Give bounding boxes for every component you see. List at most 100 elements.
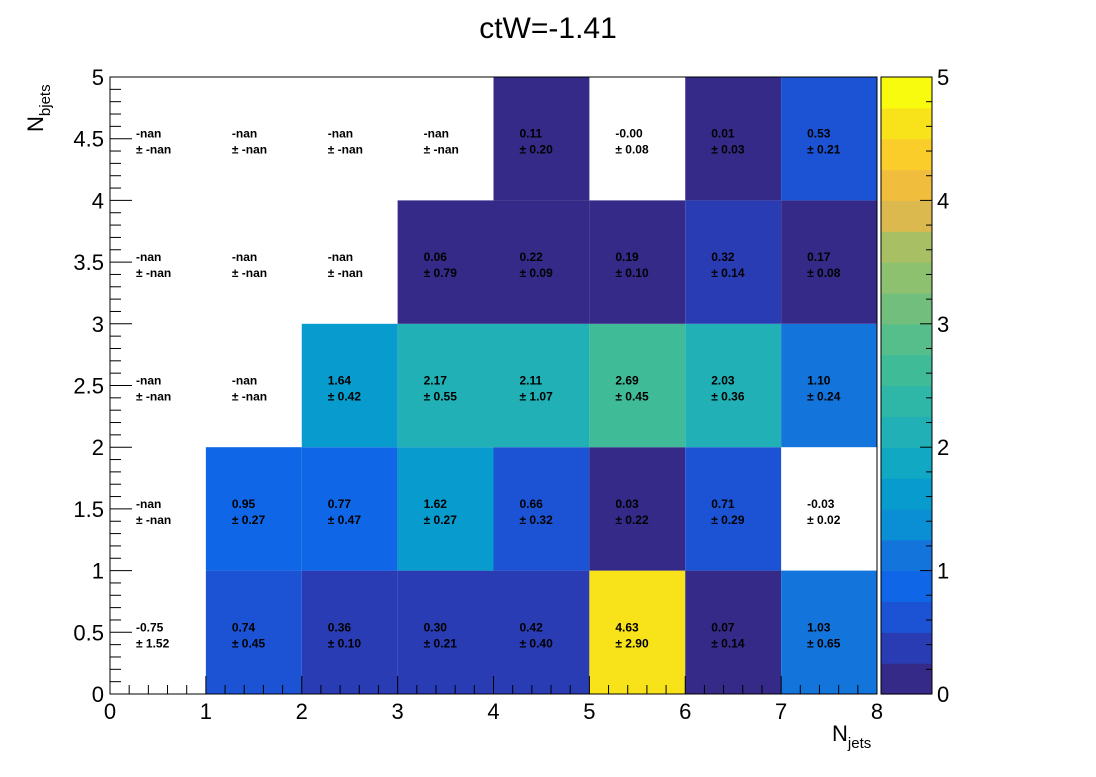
cell-value-label: 1.03 [807,620,831,634]
cell-labels: -0.75 ± 1.52 0.74 ± 0.45 0.36 ± 0.10 0.30 ± 0.2… [136,127,841,651]
y-axis: 0 0.5 1 1.5 2 2.5 3 3.5 4 4.5 5 [73,65,132,707]
cell-error-label: ± 0.40 [520,636,554,650]
colorbar-band [881,601,932,633]
colorbar-tick-label: 5 [937,65,949,90]
heatmap-cell [205,570,302,694]
cell-error-label: ± -nan [232,266,267,280]
cell-error-label: ± 0.02 [807,513,841,527]
x-tick-label: 2 [296,699,308,724]
x-tick-label: 0 [104,699,116,724]
colorbar-band [881,292,932,325]
colorbar-band [881,323,932,356]
cell-error-label: ± 0.55 [424,390,458,404]
cell-error-label: ± 1.07 [520,390,554,404]
y-tick-label: 2 [92,435,104,460]
cell-value-label: 0.42 [520,620,544,634]
cell-error-label: ± -nan [136,266,171,280]
cell-error-label: ± 0.03 [711,143,745,157]
cell-value-label: 0.06 [424,250,448,264]
colorbar-band [881,663,932,695]
x-axis: 0 1 2 3 4 5 6 7 8 [104,676,883,724]
cell-value-label: 2.69 [615,374,639,388]
cell-error-label: ± 0.21 [424,636,458,650]
heatmap-cell [397,200,494,324]
cell-error-label: ± 0.24 [807,390,841,404]
x-axis-label-sub: jets [847,735,871,752]
cell-error-label: ± 0.29 [711,513,745,527]
cell-error-label: ± 0.10 [615,266,649,280]
x-tick-label: 1 [200,699,212,724]
heatmap-cell [685,323,782,448]
cell-value-label: 0.95 [232,497,256,511]
cell-value-label: 0.66 [520,497,544,511]
cell-error-label: ± 0.32 [520,513,554,527]
cell-value-label: 2.11 [520,374,543,388]
cell-error-label: ± 0.21 [807,143,841,157]
heatmap-cell [397,447,494,571]
colorbar-tick-label: 2 [937,435,949,460]
cell-value-label: -0.00 [615,127,643,141]
cell-error-label: ± 1.52 [136,636,170,650]
cell-error-label: ± 0.45 [615,390,649,404]
y-tick-label: 4 [92,188,104,213]
heatmap-cell [589,200,686,324]
cell-error-label: ± 0.27 [424,513,458,527]
cell-error-label: ± 0.14 [711,266,745,280]
cell-value-label: -nan [328,127,353,141]
heatmap-cell [685,200,782,324]
cell-value-label: 0.71 [711,497,735,511]
cell-value-label: 1.64 [328,374,352,388]
colorbar-tick-label: 1 [937,559,949,584]
colorbar-band [881,77,932,109]
heatmap-cell [493,323,590,448]
y-tick-label: 1 [92,559,104,584]
heatmap-cell [781,323,877,448]
x-tick-label: 3 [392,699,404,724]
cell-value-label: 0.74 [232,620,256,634]
colorbar-band [881,138,932,171]
cell-value-label: 0.30 [424,620,448,634]
colorbar-tick-label: 3 [937,312,949,337]
y-tick-label: 3.5 [73,250,104,275]
cell-error-label: ± 0.27 [232,513,266,527]
cell-error-label: ± -nan [136,513,171,527]
colorbar-band [881,231,932,263]
y-axis-label-main: N [23,116,48,132]
y-tick-label: 5 [92,65,104,90]
x-tick-label: 4 [487,699,499,724]
colorbar-band [881,539,932,572]
cell-value-label: -nan [424,127,449,141]
cell-error-label: ± 2.90 [615,636,649,650]
colorbar-band [881,447,932,479]
cell-error-label: ± -nan [328,266,363,280]
heatmap-cell [685,570,782,694]
cell-error-label: ± 0.79 [424,266,458,280]
chart-title: ctW=-1.41 [479,12,617,45]
heatmap-cell [781,200,877,324]
y-tick-label: 1.5 [73,497,104,522]
cell-value-label: -nan [136,497,161,511]
colorbar-tick-label: 4 [937,188,949,213]
colorbar-band [881,416,932,448]
colorbar-band [881,508,932,541]
cell-error-label: ± 0.09 [520,266,554,280]
cell-value-label: 2.17 [424,374,448,388]
x-tick-label: 6 [679,699,691,724]
cell-value-label: -nan [136,127,161,141]
cell-error-label: ± -nan [424,143,459,157]
heatmap-cell [589,447,686,571]
heatmap-cell [301,570,398,694]
colorbar-band [881,354,932,387]
cell-value-label: 0.22 [520,250,544,264]
y-axis-label-sub: bjets [37,84,54,116]
cell-value-label: 0.01 [711,127,735,141]
cell-error-label: ± 0.20 [520,143,554,157]
cell-value-label: 1.10 [807,374,831,388]
cell-value-label: 0.77 [328,497,352,511]
colorbar-band [881,200,932,232]
cell-value-label: 0.17 [807,250,831,264]
heatmap-cell [781,77,877,201]
y-tick-label: 0 [92,682,104,707]
cell-value-label: -nan [328,250,353,264]
